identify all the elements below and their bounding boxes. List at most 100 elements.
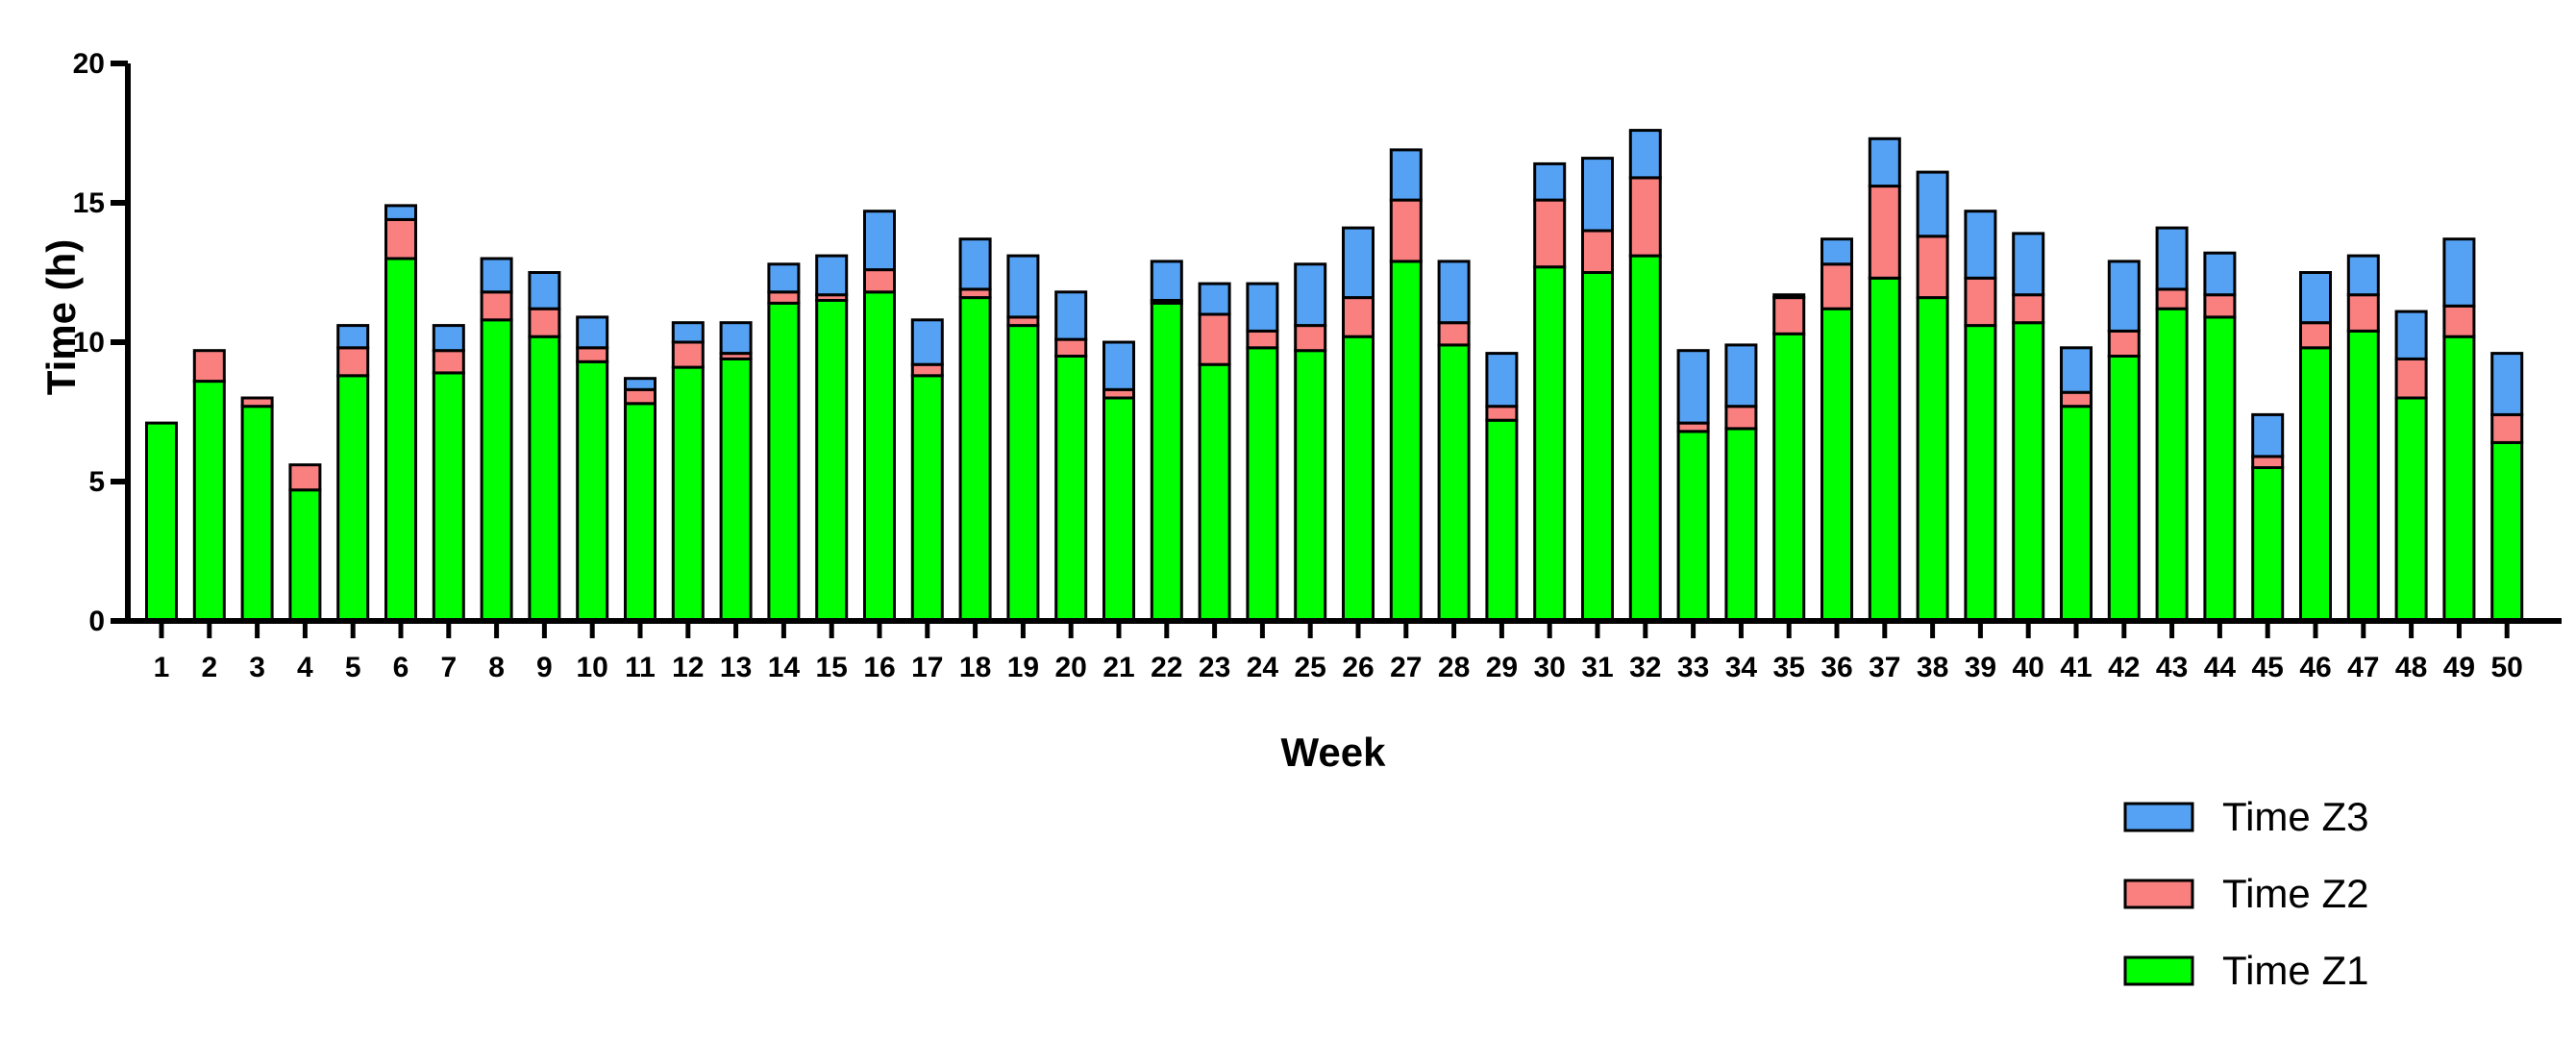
x-tick-label: 27: [1390, 652, 1422, 683]
bar-time-z1-week-13: [719, 357, 753, 623]
bar-time-z1-week-24: [1246, 346, 1279, 623]
x-tick-label: 33: [1677, 652, 1709, 683]
bar-time-z1-week-9: [528, 335, 561, 623]
x-tick-label: 26: [1342, 652, 1374, 683]
x-tick-label: 38: [1917, 652, 1948, 683]
bar-time-z3-week-11: [624, 377, 656, 391]
x-tick-label: 8: [488, 652, 505, 683]
x-tick-label: 45: [2252, 652, 2284, 683]
bar-time-z2-week-8: [480, 290, 513, 322]
bar-time-z2-week-26: [1342, 296, 1375, 338]
bar-time-z1-week-48: [2394, 396, 2428, 623]
bar-time-z1-week-22: [1150, 301, 1183, 623]
bar-time-z3-week-33: [1676, 349, 1710, 425]
bar-time-z1-week-43: [2155, 307, 2189, 623]
bar-time-z2-week-2: [192, 349, 226, 384]
bar-time-z1-week-12: [671, 365, 705, 623]
bar-time-z3-week-40: [2012, 232, 2045, 297]
bar-time-z3-week-42: [2107, 260, 2141, 333]
bar-time-z1-week-17: [910, 374, 944, 623]
bar-time-z1-week-3: [240, 405, 274, 623]
bar-time-z1-week-37: [1868, 276, 1901, 623]
x-tick-label: 23: [1199, 652, 1230, 683]
bar-time-z3-week-8: [480, 257, 513, 294]
legend-label-time-z2: Time Z2: [2222, 871, 2368, 916]
bar-time-z1-week-49: [2442, 335, 2476, 623]
bar-time-z2-week-48: [2394, 357, 2428, 400]
bar-time-z2-week-44: [2203, 293, 2237, 319]
bar-time-z2-week-3: [240, 396, 274, 409]
bar-time-z2-week-47: [2346, 293, 2380, 333]
bar-time-z2-week-45: [2251, 455, 2285, 469]
x-tick-label: 20: [1055, 652, 1087, 683]
bar-time-z3-week-15: [815, 254, 849, 297]
bar-time-z3-week-7: [432, 324, 465, 353]
bar-time-z2-week-12: [671, 340, 705, 369]
bar-time-z2-week-32: [1628, 176, 1662, 258]
bar-time-z1-week-44: [2203, 315, 2237, 623]
bar-time-z1-week-15: [815, 299, 849, 623]
bar-time-z1-week-21: [1102, 396, 1135, 623]
bar-time-z2-week-23: [1198, 312, 1231, 366]
x-tick-label: 48: [2395, 652, 2427, 683]
bar-time-z2-week-34: [1724, 405, 1758, 431]
bar-time-z3-week-10: [576, 315, 609, 350]
bar-time-z3-week-14: [767, 262, 801, 294]
bar-time-z3-week-30: [1533, 161, 1567, 202]
x-tick-label: 19: [1007, 652, 1039, 683]
x-tick-label: 43: [2156, 652, 2188, 683]
bar-time-z3-week-9: [528, 271, 561, 310]
legend-label-time-z1: Time Z1: [2222, 948, 2368, 993]
x-axis-title: Week: [1281, 730, 1387, 775]
bar-time-z3-week-43: [2155, 226, 2189, 291]
bar-time-z2-week-9: [528, 307, 561, 338]
bar-time-z3-week-48: [2394, 310, 2428, 360]
bar-time-z1-week-50: [2490, 440, 2524, 623]
bar-time-z1-week-11: [624, 402, 656, 623]
bar-time-z3-week-20: [1054, 290, 1088, 341]
x-tick-label: 12: [672, 652, 704, 683]
bar-time-z1-week-5: [336, 374, 370, 623]
x-tick-label: 6: [393, 652, 409, 683]
bar-time-z2-week-30: [1533, 198, 1567, 269]
bar-time-z1-week-8: [480, 318, 513, 623]
bar-time-z3-week-6: [384, 204, 417, 221]
bar-time-z3-week-5: [336, 324, 370, 350]
bar-time-z1-week-39: [1964, 324, 1997, 623]
x-tick-label: 2: [201, 652, 217, 683]
bar-time-z3-week-41: [2060, 346, 2093, 394]
x-tick-label: 35: [1773, 652, 1805, 683]
bar-time-z2-week-25: [1294, 324, 1327, 353]
bar-time-z3-week-32: [1628, 129, 1662, 180]
x-tick-label: 44: [2204, 652, 2237, 683]
legend-label-time-z3: Time Z3: [2222, 794, 2368, 839]
bar-time-z2-week-43: [2155, 287, 2189, 310]
bar-time-z2-week-50: [2490, 412, 2524, 444]
bar-time-z3-week-37: [1868, 136, 1901, 188]
x-tick-label: 42: [2108, 652, 2140, 683]
bar-time-z2-week-20: [1054, 337, 1088, 359]
x-tick-label: 16: [863, 652, 895, 683]
x-tick-label: 24: [1247, 652, 1279, 683]
y-tick-label: 5: [88, 466, 105, 498]
bar-time-z2-week-5: [336, 346, 370, 378]
x-tick-label: 25: [1295, 652, 1326, 683]
x-tick-label: 39: [1965, 652, 1996, 683]
x-tick-label: 17: [911, 652, 943, 683]
bar-time-z3-week-50: [2490, 352, 2524, 416]
bar-time-z2-week-27: [1389, 198, 1423, 263]
bar-time-z1-week-30: [1533, 265, 1567, 623]
bar-time-z1-week-45: [2251, 466, 2285, 623]
x-tick-label: 37: [1869, 652, 1900, 683]
x-tick-label: 4: [297, 652, 313, 683]
bar-time-z2-week-16: [863, 268, 896, 294]
bar-time-z2-week-6: [384, 217, 417, 260]
bar-time-z3-week-22: [1150, 260, 1183, 302]
bar-time-z3-week-49: [2442, 237, 2476, 308]
bar-time-z3-week-16: [863, 210, 896, 272]
bar-time-z1-week-16: [863, 290, 896, 623]
bar-time-z3-week-27: [1389, 148, 1423, 202]
bar-time-z3-week-12: [671, 321, 705, 344]
x-tick-label: 7: [440, 652, 457, 683]
